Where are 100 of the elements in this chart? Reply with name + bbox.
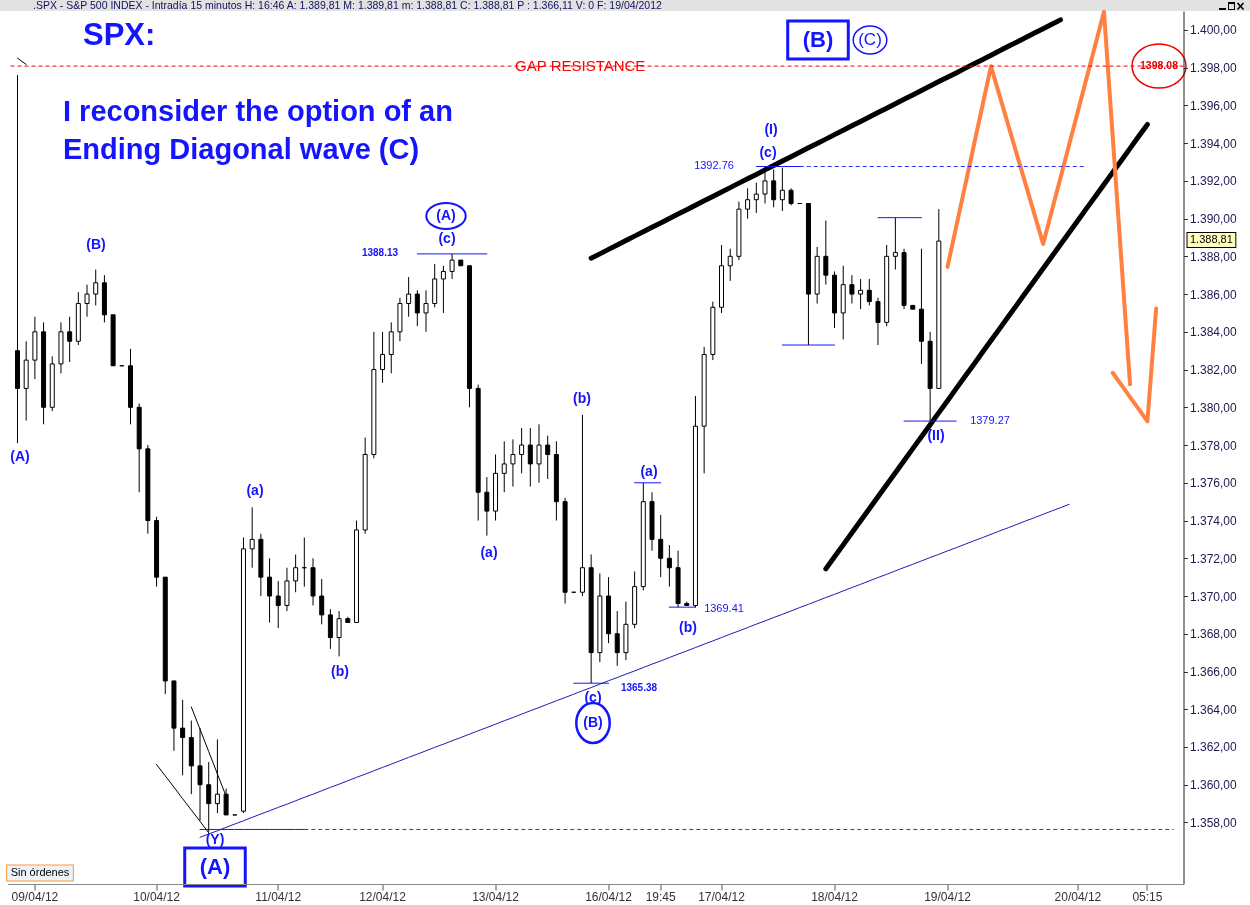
- y-tick-label: 1.382,00: [1190, 363, 1238, 378]
- y-tick-label: 1.386,00: [1190, 287, 1238, 302]
- y-tick-label: 1.378,00: [1190, 438, 1238, 453]
- annotation: (C): [858, 30, 882, 49]
- x-tick-label: 18/04/12: [811, 889, 859, 904]
- annotation: (B): [802, 27, 834, 52]
- candlestick: [545, 435, 551, 480]
- candlestick: [327, 608, 333, 650]
- candlestick: [666, 544, 672, 588]
- text: I reconsider the option of an Ending Diagonal wave (C): [63, 95, 453, 165]
- candlestick: [93, 269, 99, 306]
- annotation: (B): [86, 236, 106, 252]
- candlestick: [858, 278, 864, 310]
- x-tick-label: 05:15: [1132, 889, 1163, 904]
- annotation: (B): [583, 714, 603, 730]
- x-tick-label: 10/04/12: [133, 889, 181, 904]
- y-tick-label: 1.360,00: [1190, 778, 1238, 793]
- candlestick: [336, 610, 342, 657]
- x-tick-label: 09/04/12: [11, 889, 59, 904]
- candlestick: [892, 217, 898, 271]
- y-tick-label: 1.394,00: [1190, 136, 1238, 151]
- candlestick: [388, 321, 394, 374]
- annotation: (A): [199, 854, 231, 879]
- candlestick: [414, 289, 420, 327]
- candlestick: [406, 276, 412, 318]
- candlestick: [823, 219, 829, 286]
- candlestick: [275, 580, 281, 629]
- candlestick: [423, 289, 429, 333]
- annotation: (c): [438, 230, 456, 246]
- annotation: 1369.41: [704, 602, 744, 614]
- candlestick: [762, 166, 768, 204]
- annotation: (II): [927, 427, 945, 443]
- annotation: (Y): [205, 831, 225, 847]
- candlestick: [67, 316, 73, 363]
- candlestick: [779, 167, 785, 212]
- y-tick-label: 1.376,00: [1190, 476, 1238, 491]
- y-tick-label: 1.390,00: [1190, 212, 1238, 227]
- candlestick: [753, 182, 759, 214]
- chart-title: SPX:: [83, 17, 156, 52]
- candlestick: [519, 427, 525, 474]
- y-tick-label: 1.358,00: [1190, 815, 1238, 830]
- x-tick-label: 12/04/12: [359, 889, 407, 904]
- text: 1.388,81: [1190, 233, 1233, 245]
- x-tick-label: 20/04/12: [1054, 889, 1102, 904]
- annotation: (a): [640, 463, 658, 479]
- candlestick: [84, 284, 90, 318]
- annotation: (b): [679, 619, 697, 635]
- line-series: [1110, 306, 1159, 424]
- candlestick: [449, 253, 455, 280]
- candlestick: [536, 423, 542, 484]
- annotation: (a): [246, 482, 264, 498]
- candlestick: [771, 169, 777, 208]
- ref-line-label: GAP RESISTANCE: [515, 57, 646, 75]
- candlestick: [267, 557, 273, 623]
- candlestick: [249, 506, 255, 569]
- annotation: (I): [764, 121, 778, 137]
- y-tick-label: 1.368,00: [1190, 627, 1238, 642]
- x-tick-label: 17/04/12: [698, 889, 746, 904]
- annotation: 1398.08: [1140, 59, 1179, 71]
- y-tick-label: 1.362,00: [1190, 740, 1238, 755]
- candlestick: [527, 427, 533, 488]
- text: .SPX - S&P 500 INDEX - Intradía 15 minutos H: 16:46 A: 1.389,81 M: 1.389,81 m: 1.388,81 C: 1.388,81 P : 1.366,11 V: 0 F: 19/04/2012: [33, 0, 662, 11]
- y-tick-label: 1.374,00: [1190, 514, 1238, 529]
- x-tick-label: 11/04/12: [255, 889, 302, 904]
- y-tick-label: 1.364,00: [1190, 702, 1238, 717]
- y-tick-label: 1.398,00: [1190, 61, 1238, 76]
- annotation: (b): [331, 663, 349, 679]
- y-tick-label: 1.400,00: [1190, 23, 1238, 38]
- candlestick: [319, 578, 325, 625]
- y-tick-label: 1.388,00: [1190, 249, 1238, 264]
- y-tick-label: 1.370,00: [1190, 589, 1238, 604]
- candlestick: [15, 74, 20, 444]
- y-tick-label: 1.366,00: [1190, 665, 1238, 680]
- annotation: 1392.76: [694, 159, 734, 171]
- candlestick: [180, 699, 186, 776]
- candlestick: [849, 274, 855, 305]
- candlestick: [380, 331, 386, 384]
- candlestick: [484, 476, 490, 537]
- x-tick-label: 16/04/12: [585, 889, 633, 904]
- candlestick: [866, 278, 872, 306]
- y-tick-label: 1.384,00: [1190, 325, 1238, 340]
- annotation: 1365.38: [620, 682, 658, 693]
- annotation: Sin órdenes: [10, 866, 70, 878]
- y-tick-label: 1.396,00: [1190, 98, 1238, 113]
- annotation: (A): [10, 448, 30, 464]
- candlestick: [440, 265, 446, 314]
- y-tick-label: 1.392,00: [1190, 174, 1238, 189]
- candlestick: [658, 514, 664, 578]
- candlestick: [614, 610, 620, 667]
- candlestick: [875, 297, 881, 346]
- annotation: (A): [436, 207, 456, 223]
- annotation: (a): [480, 544, 498, 560]
- x-tick-label: 19/04/12: [924, 889, 972, 904]
- x-tick-label: 13/04/12: [472, 889, 520, 904]
- candlestick: [293, 554, 299, 593]
- y-tick-label: 1.372,00: [1190, 551, 1238, 566]
- candlestick: [501, 440, 507, 493]
- x-tick-label: 19:45: [645, 889, 677, 904]
- annotation: 1379.27: [970, 414, 1010, 426]
- candlestick: [745, 187, 751, 220]
